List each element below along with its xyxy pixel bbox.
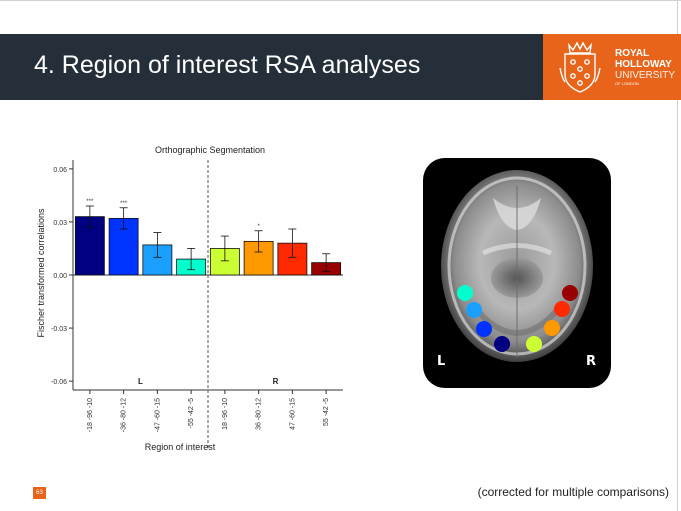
x-tick-label: 18 -96 -10	[222, 398, 229, 430]
logo-wordmark: ROYAL HOLLOWAY UNIVERSITY OF LONDON	[615, 48, 675, 87]
slide-title: 4. Region of interest RSA analyses	[34, 51, 421, 79]
y-tick-label: -0.03	[51, 326, 67, 333]
y-axis-title: Fischer transformed correlations	[36, 208, 46, 338]
x-tick-label: -47 -60 -15	[154, 398, 161, 432]
footnote: (corrected for multiple comparisons)	[477, 485, 669, 499]
chart-title: Orthographic Segmentation	[155, 145, 265, 155]
x-axis-title: Region of interest	[145, 442, 216, 452]
crest-icon	[559, 41, 601, 93]
roi-marker	[466, 302, 482, 318]
x-tick-label: 36 -80 -12	[256, 398, 263, 430]
right-rule	[677, 0, 678, 511]
y-tick-label: 0.00	[53, 273, 67, 280]
brain-right-label: R	[586, 354, 597, 369]
logo-line2: HOLLOWAY	[615, 59, 672, 70]
y-tick-label: -0.06	[51, 379, 67, 386]
x-tick-label: -18 -96 -10	[87, 398, 94, 432]
y-tick-label: 0.06	[53, 167, 67, 174]
x-tick-label: -36 -80 -12	[121, 398, 128, 432]
brain-roi-figure: L R	[423, 158, 611, 388]
roi-marker	[554, 301, 570, 317]
y-tick-label: 0.03	[53, 220, 67, 227]
roi-marker	[562, 285, 578, 301]
x-tick-label: 47 -60 -15	[289, 398, 296, 430]
roi-marker	[544, 320, 560, 336]
x-tick-label: 55 -42 -5	[323, 398, 330, 426]
roi-marker	[494, 336, 510, 352]
logo-line3: UNIVERSITY	[615, 70, 676, 81]
brain-scan-image	[441, 170, 593, 362]
brain-left-label: L	[437, 354, 446, 369]
significance-label: ***	[120, 201, 128, 207]
group-label-left: L	[138, 377, 143, 386]
top-rule	[0, 0, 681, 1]
roi-marker	[476, 321, 492, 337]
logo-line1: ROYAL	[615, 48, 650, 59]
significance-label: ***	[86, 199, 94, 205]
x-tick-label: -55 -42 -5	[188, 398, 195, 428]
university-logo: ROYAL HOLLOWAY UNIVERSITY OF LONDON	[543, 34, 681, 100]
significance-label: *	[257, 224, 260, 230]
group-label-right: R	[273, 377, 279, 386]
logo-line4: OF LONDON	[615, 81, 639, 86]
roi-marker	[457, 285, 473, 301]
page-number-badge: 63	[33, 487, 46, 499]
roi-marker	[526, 336, 542, 352]
